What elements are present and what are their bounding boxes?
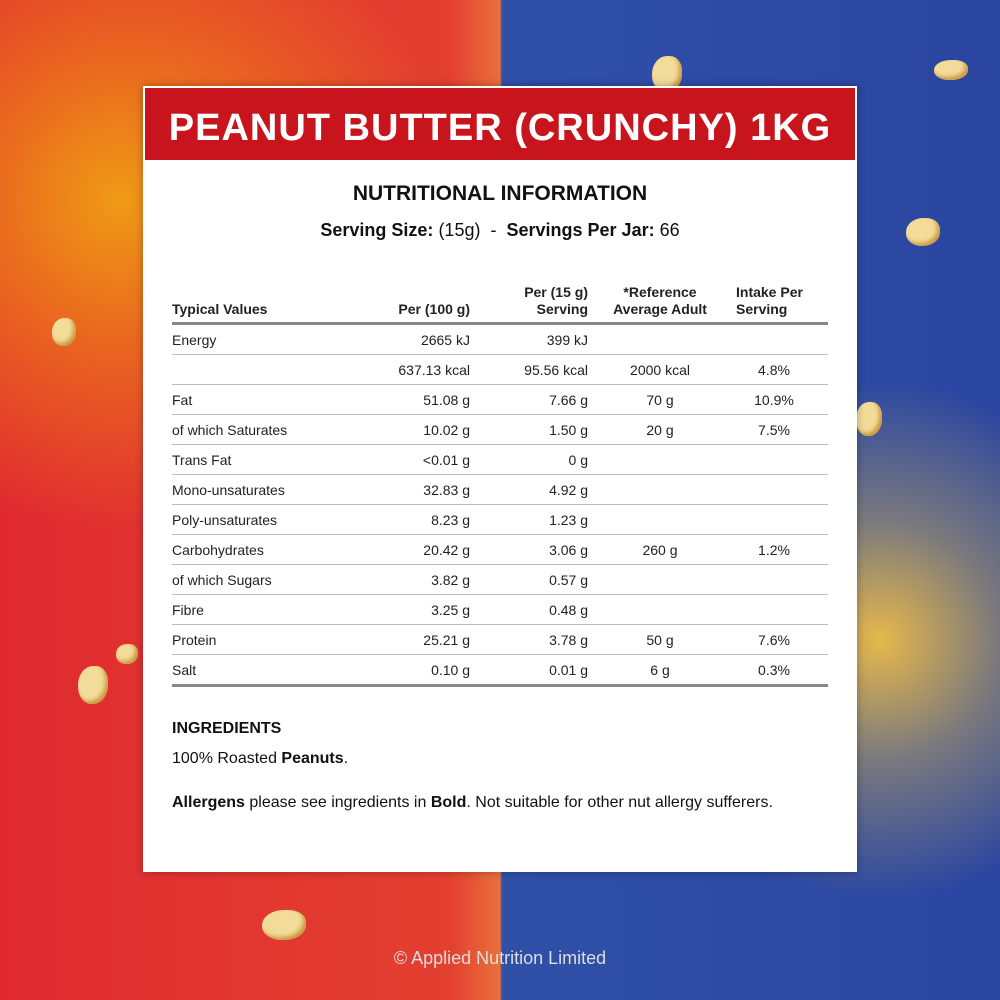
table-cell: 0.3% [758, 661, 790, 678]
table-row: Mono-unsaturates 32.83 g 4.92 g [172, 475, 828, 505]
table-cell: 51.08 g [423, 391, 470, 408]
table-cell: Trans Fat [172, 451, 232, 468]
table-cell: Poly-unsaturates [172, 511, 278, 528]
table-cell: 7.5% [758, 421, 790, 438]
table-cell: 3.06 g [549, 541, 588, 558]
table-row: of which Saturates 10.02 g 1.50 g 20 g 7.5% [172, 415, 828, 445]
separator: - [490, 220, 497, 240]
footer: © Applied Nutrition Limited [393, 948, 607, 968]
peanut [856, 402, 882, 436]
table-cell: 2000 kcal [630, 361, 690, 378]
header-cell: Intake Per Serving [736, 284, 803, 317]
table-cell: Carbohydrates [172, 541, 264, 558]
header-cell: Per (15 g) Serving [524, 284, 588, 317]
header-cell: Typical Values [172, 301, 268, 317]
table-cell: Fat [172, 391, 193, 408]
table-row: Poly-unsaturates 8.23 g 1.23 g [172, 505, 828, 535]
ingredients-text: 100% Roasted Peanuts. [172, 748, 812, 770]
table-cell: 3.78 g [549, 631, 588, 648]
table-cell: <0.01 g [422, 451, 470, 468]
table-cell: 10.02 g [423, 421, 470, 438]
table-cell: 1.2% [758, 541, 790, 558]
table-cell: 10.9% [754, 391, 794, 408]
table-row: of which Sugars 3.82 g 0.57 g [172, 565, 828, 595]
table-cell: 0.57 g [549, 571, 588, 588]
table-row: Fibre 3.25 g 0.48 g [172, 595, 828, 625]
table-cell: Protein [172, 631, 217, 648]
table-cell: 7.66 g [549, 391, 588, 408]
table-cell: Fibre [172, 601, 204, 618]
label-card: PEANUT BUTTER (CRUNCHY) 1KG NUTRITIONAL … [143, 86, 857, 872]
peanut [52, 318, 76, 346]
table-cell: 20 g [646, 421, 674, 438]
table-cell: 1.23 g [549, 511, 588, 528]
table-cell: 637.13 kcal [398, 361, 470, 378]
table-cell: 7.6% [758, 631, 790, 648]
table-cell: 0 g [568, 451, 588, 468]
table-cell: 3.25 g [431, 601, 470, 618]
text: . Not suitable for other nut allergy suf… [466, 794, 773, 811]
ingredients: INGREDIENTS 100% Roasted Peanuts. Allerg… [172, 718, 812, 814]
bold-text: Allergens [172, 794, 245, 811]
peanut [116, 644, 138, 664]
table-cell: 6 g [650, 661, 670, 678]
table-cell: 3.82 g [431, 571, 470, 588]
serving-size: (15g) [438, 220, 481, 240]
title: PEANUT BUTTER (CRUNCHY) 1KG [143, 86, 857, 162]
table-cell: 95.56 kcal [524, 361, 588, 378]
table-cell: of which Saturates [172, 421, 288, 438]
table-cell: 4.92 g [549, 481, 588, 498]
table-cell: 50 g [646, 631, 674, 648]
heading: NUTRITIONAL INFORMATION [352, 182, 648, 205]
peanut [78, 666, 108, 704]
table-row: Protein 25.21 g 3.78 g 50 g 7.6% [172, 625, 828, 655]
table-cell: 260 g [642, 541, 678, 558]
serving-size-label: Serving Size: [320, 220, 434, 240]
table-cell: 0.01 g [549, 661, 588, 678]
table-cell: 1.50 g [549, 421, 588, 438]
header-cell: Per (100 g) [398, 301, 470, 317]
servings-per-jar: 66 [659, 220, 680, 240]
table-row: Salt 0.10 g 0.01 g 6 g 0.3% [172, 655, 828, 687]
serving-info: Serving Size: (15g) - Servings Per Jar: … [143, 220, 857, 241]
table-cell: 2665 kJ [420, 331, 470, 348]
table-cell: 0.48 g [549, 601, 588, 618]
bold-text: Peanuts [281, 750, 344, 767]
peanut [934, 60, 968, 80]
table-row: 637.13 kcal 95.56 kcal 2000 kcal 4.8% [172, 355, 828, 385]
table-cell: 32.83 g [423, 481, 470, 498]
table-cell: 0.10 g [431, 661, 470, 678]
table-cell: Salt [172, 661, 197, 678]
table-header: Typical Values Per (100 g) Per (15 g) Serv… [172, 258, 828, 325]
text: 100% Roasted [172, 750, 282, 767]
text: . [343, 750, 349, 767]
table-cell: 399 kJ [546, 331, 588, 348]
table-cell: 70 g [646, 391, 674, 408]
text: please see ingredients in [244, 794, 431, 811]
bold-text: Bold [430, 794, 467, 811]
peanut [262, 910, 306, 940]
table-row: Carbohydrates 20.42 g 3.06 g 260 g 1.2% [172, 535, 828, 565]
ingredients-heading: INGREDIENTS [172, 720, 282, 737]
table-row: Fat 51.08 g 7.66 g 70 g 10.9% [172, 385, 828, 415]
table-row: Trans Fat <0.01 g 0 g [172, 445, 828, 475]
nutrition-table: Typical Values Per (100 g) Per (15 g) Serv… [172, 258, 828, 687]
table-row: Energy 2665 kJ 399 kJ [172, 325, 828, 355]
table-cell: of which Sugars [172, 571, 272, 588]
servings-per-jar-label: Servings Per Jar: [506, 220, 655, 240]
table-cell: 20.42 g [423, 541, 470, 558]
peanut [906, 218, 940, 246]
table-cell: Energy [172, 331, 217, 348]
table-cell: 4.8% [758, 361, 790, 378]
header-cell: *Reference Average Adult [613, 284, 707, 317]
allergens-text: Allergens please see ingredients in Bold… [172, 792, 812, 814]
table-cell: 25.21 g [423, 631, 470, 648]
table-cell: 8.23 g [431, 511, 470, 528]
table-cell: Mono-unsaturates [172, 481, 285, 498]
